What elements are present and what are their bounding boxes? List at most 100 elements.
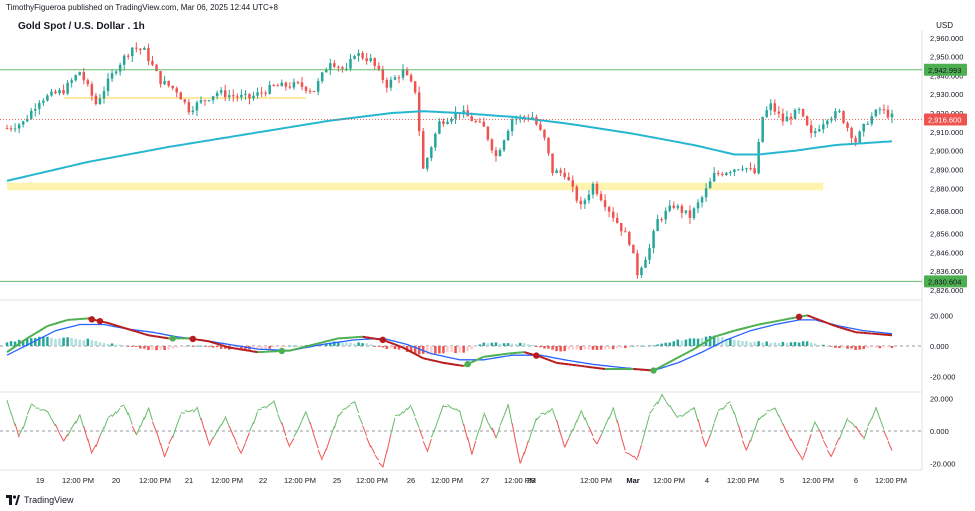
- candle-body: [438, 121, 441, 134]
- fast-line-segment: [136, 330, 141, 334]
- histogram-bar: [333, 341, 336, 346]
- histogram-bar: [426, 346, 429, 355]
- histogram-bar: [712, 335, 716, 346]
- candle-body: [793, 109, 797, 119]
- histogram-bar: [656, 344, 659, 346]
- fast-line-segment: [754, 323, 759, 327]
- candle-body: [680, 205, 684, 213]
- fast-line-segment: [410, 350, 416, 355]
- candle-body: [143, 47, 146, 50]
- momentum-segment: [172, 425, 178, 438]
- histogram-bar: [337, 341, 340, 346]
- histogram-bar: [34, 338, 37, 346]
- candle-body: [700, 197, 704, 203]
- candle-body: [838, 111, 841, 113]
- histogram-bar: [369, 344, 372, 346]
- fast-line-segment: [224, 345, 230, 349]
- histogram-bar: [688, 338, 692, 346]
- fast-line-segment: [418, 355, 424, 360]
- candle-body: [721, 173, 724, 175]
- momentum-segment: [176, 414, 182, 426]
- histogram-bar: [70, 337, 73, 346]
- histogram-bar: [361, 343, 364, 346]
- momentum-segment: [463, 423, 469, 440]
- histogram-bar: [672, 341, 676, 346]
- candle-body: [745, 168, 748, 170]
- time-tick-label: 12:00 PM: [504, 476, 536, 485]
- fast-line-segment: [51, 322, 56, 326]
- histogram-bar: [365, 343, 368, 346]
- fast-line-segment: [245, 349, 250, 352]
- histogram-bar: [353, 343, 356, 346]
- histogram-bar: [882, 346, 886, 348]
- histogram-bar: [25, 338, 29, 346]
- histogram-bar: [632, 345, 635, 347]
- momentum-segment: [10, 412, 16, 426]
- momentum-segment: [261, 406, 266, 409]
- candle-body: [337, 66, 340, 68]
- histogram-bar: [737, 340, 740, 346]
- histogram-bar: [607, 346, 611, 349]
- momentum-segment: [625, 451, 630, 455]
- momentum-segment: [746, 439, 752, 451]
- momentum-segment: [382, 450, 388, 468]
- candle-body: [5, 128, 9, 130]
- histogram-bar: [58, 338, 61, 346]
- histogram-bar: [240, 346, 243, 350]
- histogram-bar: [397, 346, 401, 350]
- momentum-segment: [774, 407, 780, 417]
- histogram-bar: [143, 346, 146, 349]
- histogram-bar: [498, 343, 502, 346]
- price-tick-label: 2,826.000: [930, 286, 963, 295]
- fast-line-segment: [802, 314, 808, 318]
- histogram-bar: [5, 342, 9, 346]
- candle-body: [296, 82, 300, 84]
- candle-body: [446, 121, 449, 124]
- momentum-segment: [212, 430, 218, 439]
- candle-body: [21, 121, 25, 125]
- momentum-segment: [30, 403, 36, 408]
- momentum-segment: [511, 423, 517, 445]
- candle-body: [684, 210, 688, 213]
- fast-line-segment: [414, 353, 420, 358]
- histogram-bar: [769, 343, 773, 346]
- fast-line-segment: [661, 363, 667, 368]
- time-tick-label: 12:00 PM: [62, 476, 94, 485]
- fast-line-segment: [18, 340, 24, 345]
- candle-body: [628, 232, 631, 245]
- candle-body: [126, 55, 130, 57]
- fast-line-segment: [237, 347, 242, 351]
- fast-line-segment: [111, 323, 117, 327]
- fast-line-segment: [665, 361, 671, 365]
- candle-body: [333, 63, 336, 67]
- fast-line-segment: [439, 360, 444, 364]
- momentum-segment: [131, 425, 137, 435]
- histogram-bar: [62, 337, 65, 346]
- price-pane: [5, 42, 894, 279]
- momentum-segment: [790, 438, 796, 448]
- momentum-segment: [636, 444, 642, 459]
- fast-line-segment: [487, 354, 493, 358]
- histogram-bar: [757, 341, 760, 346]
- momentum-segment: [313, 435, 319, 449]
- momentum-segment: [430, 427, 436, 438]
- time-tick-label: 25: [333, 476, 341, 485]
- histogram-bar: [858, 346, 861, 350]
- candle-body: [300, 82, 304, 87]
- candle-body: [761, 116, 764, 142]
- fast-line-segment: [475, 357, 481, 362]
- fast-line-segment: [495, 353, 501, 357]
- cross-down-dot: [795, 313, 803, 321]
- momentum-segment: [111, 411, 117, 417]
- candle-body: [753, 168, 756, 174]
- time-tick-label: 12:00 PM: [727, 476, 759, 485]
- candle-body: [248, 93, 251, 99]
- histogram-bar: [264, 346, 267, 349]
- price-tick-label: 2,950.000: [930, 53, 963, 62]
- candle-body: [320, 72, 324, 82]
- time-tick-label: 6: [854, 476, 858, 485]
- histogram-bar: [90, 340, 94, 346]
- fast-line-segment: [435, 360, 440, 363]
- fast-line-segment: [596, 366, 602, 370]
